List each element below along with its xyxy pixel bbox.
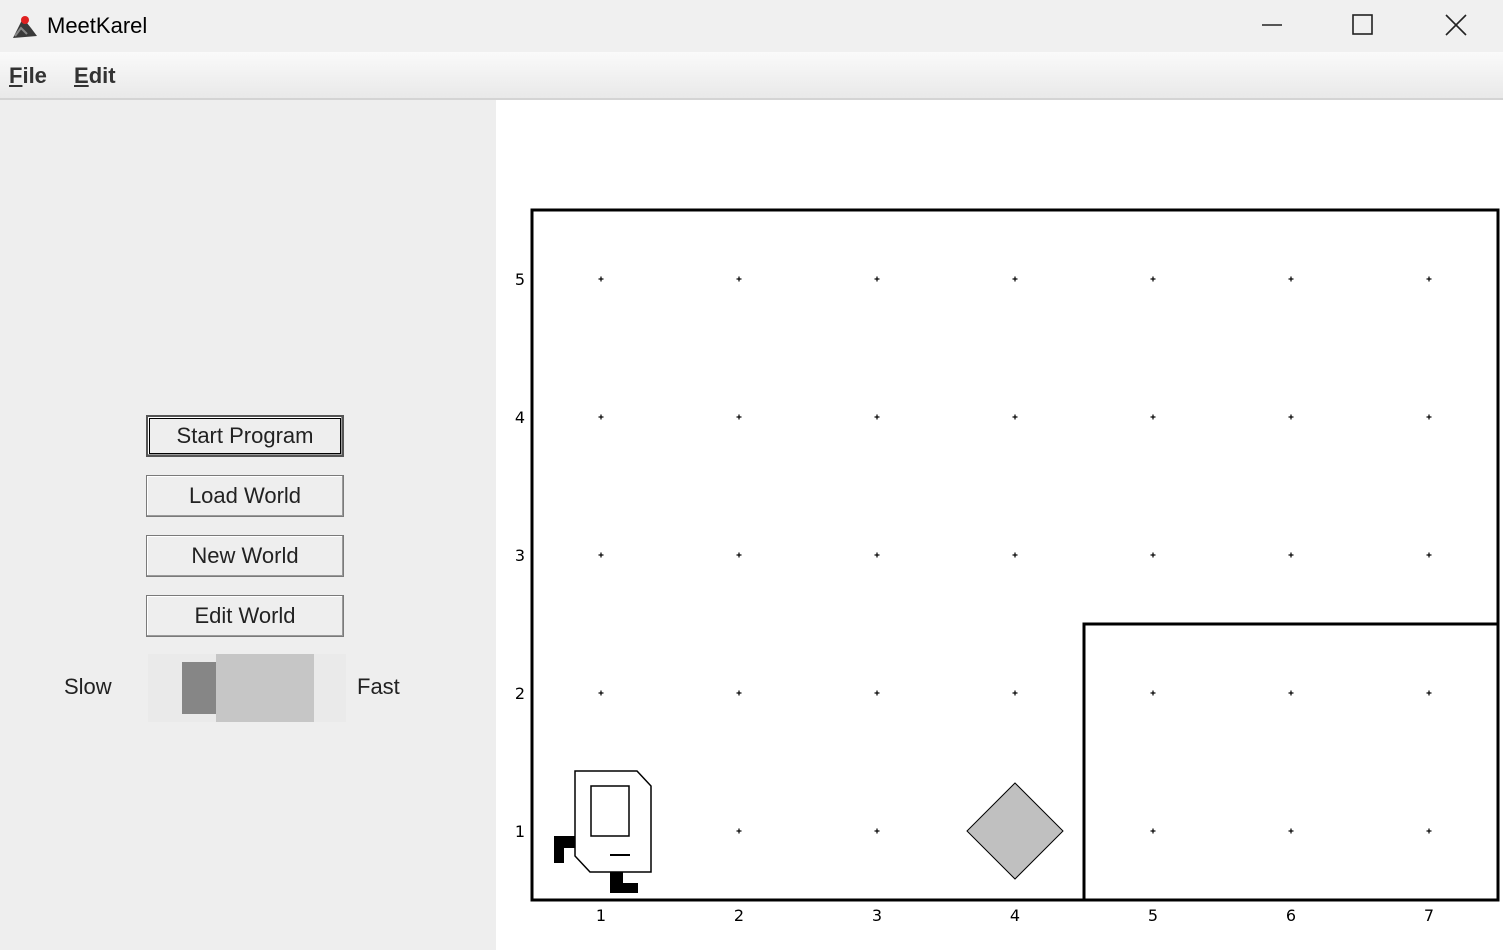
- y-axis-label: 5: [515, 270, 525, 289]
- load-world-button[interactable]: Load World: [146, 475, 344, 517]
- wall-segment: [1082, 622, 1498, 900]
- world-canvas: 1 2 3 4 5 6 7 1 2 3 4 5: [515, 208, 1500, 925]
- corner-dot: [1426, 828, 1432, 834]
- menu-bar: File Edit: [0, 52, 1503, 100]
- slider-track: [182, 662, 216, 714]
- control-panel: Start Program Load World New World Edit …: [0, 100, 496, 950]
- y-axis-labels: 1 2 3 4 5: [515, 270, 525, 841]
- corner-dot: [598, 552, 604, 558]
- y-axis-label: 1: [515, 822, 525, 841]
- corner-dot: [1012, 414, 1018, 420]
- corner-dot: [736, 552, 742, 558]
- y-axis-label: 4: [515, 408, 525, 427]
- x-axis-label: 3: [872, 906, 882, 925]
- start-program-button[interactable]: Start Program: [146, 415, 344, 457]
- title-bar: MeetKarel: [0, 0, 1503, 52]
- corner-dot: [736, 414, 742, 420]
- corner-dot: [1150, 276, 1156, 282]
- java-duke-icon: [9, 10, 41, 42]
- corner-dot: [1288, 276, 1294, 282]
- corner-dot: [874, 690, 880, 696]
- new-world-button[interactable]: New World: [146, 535, 344, 577]
- x-axis-label: 7: [1424, 906, 1434, 925]
- slider-thumb[interactable]: [216, 654, 314, 722]
- world-panel: 1 2 3 4 5 6 7 1 2 3 4 5: [496, 100, 1503, 950]
- corner-dot: [1012, 552, 1018, 558]
- corner-dot: [874, 276, 880, 282]
- corner-dot: [1288, 414, 1294, 420]
- corner-dot: [1150, 414, 1156, 420]
- corner-dot: [1150, 690, 1156, 696]
- world-border: [530, 208, 1500, 902]
- corner-dot: [1288, 552, 1294, 558]
- karel-robot: [554, 770, 652, 893]
- corner-dot: [736, 828, 742, 834]
- menu-edit-mnemonic: E: [74, 63, 89, 88]
- maximize-button[interactable]: [1317, 0, 1407, 52]
- corner-dots: [598, 276, 1432, 834]
- x-axis-labels: 1 2 3 4 5 6 7: [596, 906, 1434, 925]
- minimize-icon: [1262, 24, 1282, 26]
- corner-dot: [1426, 552, 1432, 558]
- corner-dot: [874, 552, 880, 558]
- menu-edit-label: dit: [88, 63, 116, 88]
- corner-dot: [598, 414, 604, 420]
- close-icon: [1445, 14, 1467, 36]
- corner-dot: [736, 690, 742, 696]
- corner-dot: [874, 828, 880, 834]
- menu-edit[interactable]: Edit: [74, 63, 116, 89]
- corner-dot: [1150, 552, 1156, 558]
- corner-dot: [598, 276, 604, 282]
- y-axis-label: 2: [515, 684, 525, 703]
- slow-label: Slow: [64, 674, 112, 699]
- menu-file[interactable]: File: [9, 63, 47, 89]
- corner-dot: [1012, 276, 1018, 282]
- beeper: [966, 782, 1064, 880]
- corner-dot: [1288, 690, 1294, 696]
- corner-dot: [1426, 690, 1432, 696]
- minimize-button[interactable]: [1227, 0, 1317, 52]
- x-axis-label: 1: [596, 906, 606, 925]
- x-axis-label: 5: [1148, 906, 1158, 925]
- x-axis-label: 2: [734, 906, 744, 925]
- corner-dot: [1288, 828, 1294, 834]
- close-button[interactable]: [1411, 0, 1501, 52]
- x-axis-label: 6: [1286, 906, 1296, 925]
- corner-dot: [1150, 828, 1156, 834]
- corner-dot: [1426, 414, 1432, 420]
- x-axis-label: 4: [1010, 906, 1020, 925]
- speed-slider[interactable]: [148, 654, 346, 722]
- window-title: MeetKarel: [47, 13, 148, 38]
- corner-dot: [874, 414, 880, 420]
- fast-label: Fast: [357, 674, 400, 699]
- y-axis-label: 3: [515, 546, 525, 565]
- maximize-icon: [1352, 14, 1373, 35]
- corner-dot: [736, 276, 742, 282]
- corner-dot: [598, 690, 604, 696]
- corner-dot: [1426, 276, 1432, 282]
- edit-world-button[interactable]: Edit World: [146, 595, 344, 637]
- corner-dot: [1012, 690, 1018, 696]
- menu-file-label: ile: [22, 63, 47, 88]
- menu-file-mnemonic: F: [9, 63, 23, 88]
